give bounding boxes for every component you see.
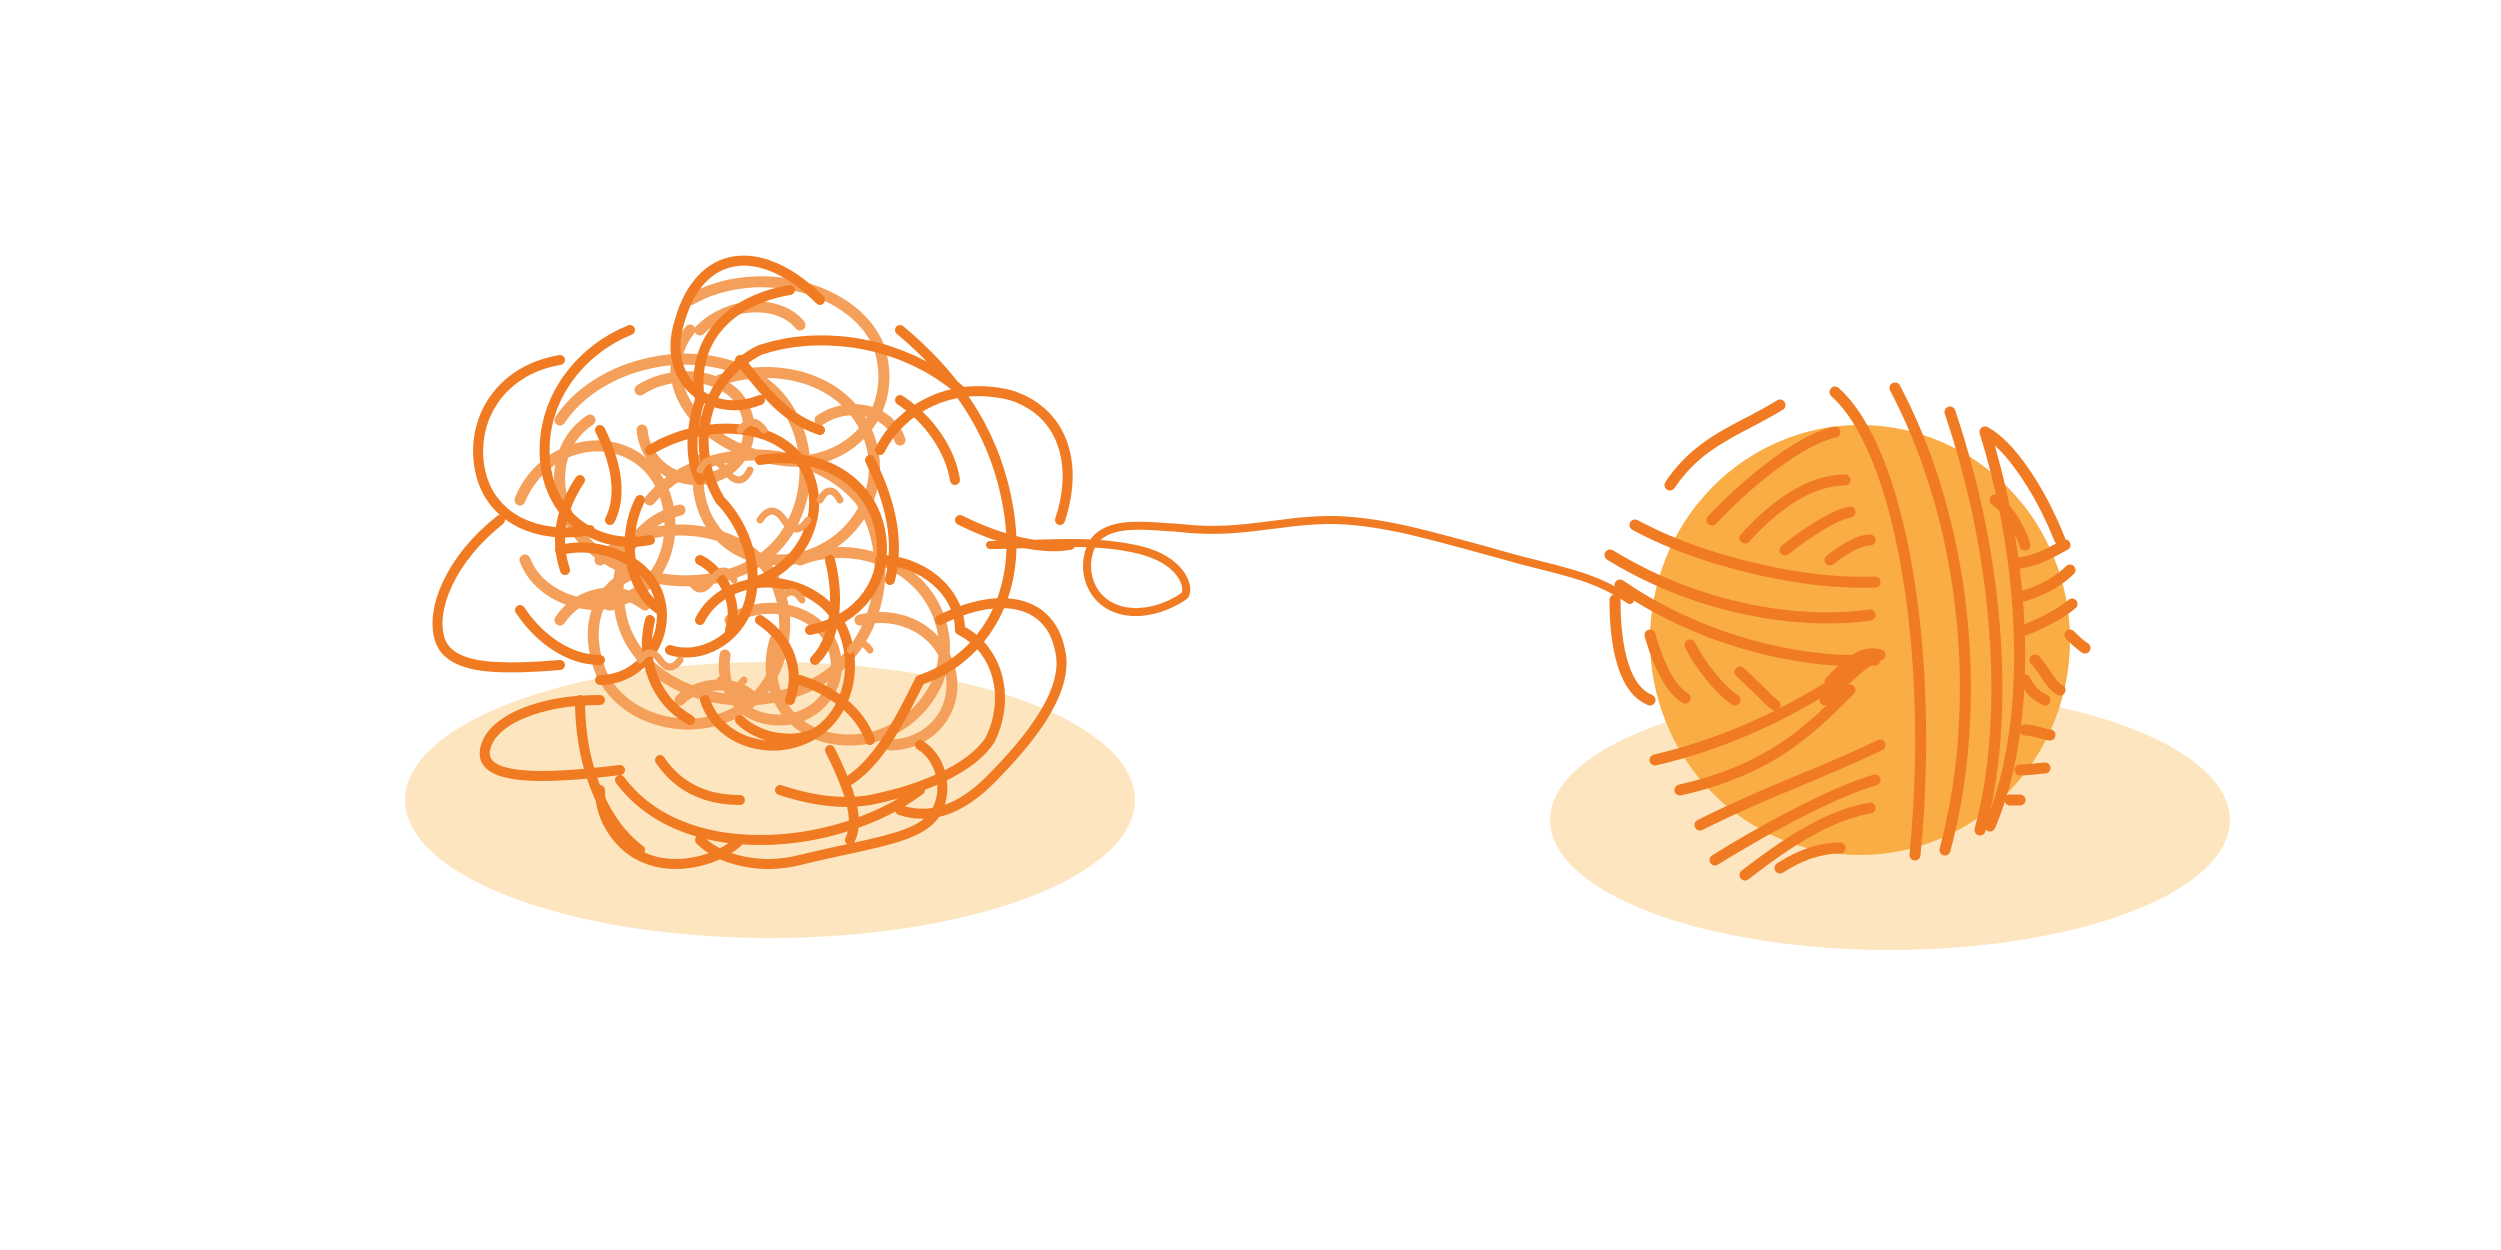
connecting-thread-icon: [986, 515, 1634, 616]
yarn-ball-icon: [1604, 382, 2091, 881]
tangle-shadow: [405, 662, 1135, 938]
tangled-yarn-icon: [432, 255, 1075, 869]
